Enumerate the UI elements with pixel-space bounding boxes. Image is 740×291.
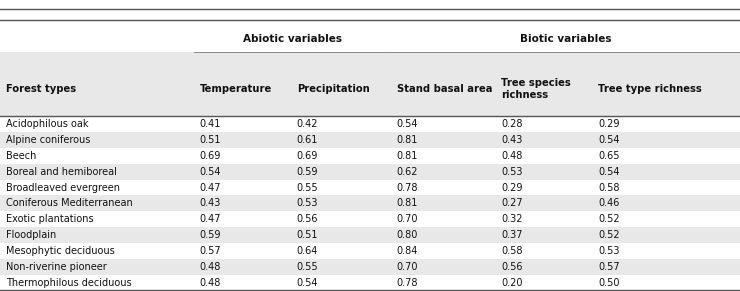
Text: 0.80: 0.80 xyxy=(397,230,418,240)
Text: 0.48: 0.48 xyxy=(200,278,221,288)
Text: 0.69: 0.69 xyxy=(200,151,221,161)
Text: 0.41: 0.41 xyxy=(200,119,221,129)
Bar xyxy=(0,132,740,148)
Text: Non-riverine pioneer: Non-riverine pioneer xyxy=(6,262,107,272)
Text: 0.58: 0.58 xyxy=(501,246,522,256)
Text: Beech: Beech xyxy=(6,151,36,161)
Text: 0.57: 0.57 xyxy=(598,262,619,272)
Text: 0.27: 0.27 xyxy=(501,198,522,208)
Text: 0.53: 0.53 xyxy=(598,246,619,256)
Text: 0.78: 0.78 xyxy=(397,278,418,288)
Text: 0.59: 0.59 xyxy=(200,230,221,240)
Text: 0.70: 0.70 xyxy=(397,214,418,224)
Text: Coniferous Mediterranean: Coniferous Mediterranean xyxy=(6,198,132,208)
Bar xyxy=(0,259,740,275)
Text: 0.61: 0.61 xyxy=(297,135,318,145)
Text: 0.43: 0.43 xyxy=(200,198,221,208)
Text: 0.58: 0.58 xyxy=(598,182,619,193)
Text: 0.47: 0.47 xyxy=(200,214,221,224)
Text: Precipitation: Precipitation xyxy=(297,84,369,94)
Text: 0.54: 0.54 xyxy=(200,167,221,177)
Text: Acidophilous oak: Acidophilous oak xyxy=(6,119,88,129)
Text: 0.57: 0.57 xyxy=(200,246,221,256)
Text: Floodplain: Floodplain xyxy=(6,230,56,240)
Text: 0.29: 0.29 xyxy=(598,119,619,129)
Text: Mesophytic deciduous: Mesophytic deciduous xyxy=(6,246,115,256)
Text: Abiotic variables: Abiotic variables xyxy=(243,34,342,44)
Text: Tree species
richness: Tree species richness xyxy=(501,78,571,100)
Text: 0.84: 0.84 xyxy=(397,246,418,256)
Text: Stand basal area: Stand basal area xyxy=(397,84,492,94)
Text: 0.54: 0.54 xyxy=(397,119,418,129)
Text: 0.59: 0.59 xyxy=(297,167,318,177)
Bar xyxy=(0,196,740,211)
Text: Exotic plantations: Exotic plantations xyxy=(6,214,93,224)
Text: 0.37: 0.37 xyxy=(501,230,522,240)
Text: 0.29: 0.29 xyxy=(501,182,522,193)
Text: 0.54: 0.54 xyxy=(598,135,619,145)
Text: 0.53: 0.53 xyxy=(501,167,522,177)
Text: 0.52: 0.52 xyxy=(598,214,619,224)
Bar xyxy=(0,227,740,243)
Text: Tree type richness: Tree type richness xyxy=(598,84,702,94)
Text: 0.53: 0.53 xyxy=(297,198,318,208)
Text: 0.81: 0.81 xyxy=(397,135,418,145)
Text: 0.54: 0.54 xyxy=(598,167,619,177)
Text: 0.48: 0.48 xyxy=(501,151,522,161)
Text: 0.55: 0.55 xyxy=(297,182,318,193)
Text: 0.56: 0.56 xyxy=(297,214,318,224)
Text: 0.20: 0.20 xyxy=(501,278,522,288)
Text: 0.32: 0.32 xyxy=(501,214,522,224)
Text: Thermophilous deciduous: Thermophilous deciduous xyxy=(6,278,132,288)
Text: 0.55: 0.55 xyxy=(297,262,318,272)
Text: 0.43: 0.43 xyxy=(501,135,522,145)
Text: 0.48: 0.48 xyxy=(200,262,221,272)
Text: 0.81: 0.81 xyxy=(397,198,418,208)
Text: Boreal and hemiboreal: Boreal and hemiboreal xyxy=(6,167,117,177)
Text: Broadleaved evergreen: Broadleaved evergreen xyxy=(6,182,120,193)
Text: Alpine coniferous: Alpine coniferous xyxy=(6,135,90,145)
Text: 0.69: 0.69 xyxy=(297,151,318,161)
Text: 0.54: 0.54 xyxy=(297,278,318,288)
Text: 0.51: 0.51 xyxy=(200,135,221,145)
Text: 0.62: 0.62 xyxy=(397,167,418,177)
Text: 0.52: 0.52 xyxy=(598,230,619,240)
Text: 0.78: 0.78 xyxy=(397,182,418,193)
Text: Forest types: Forest types xyxy=(6,84,76,94)
Text: 0.65: 0.65 xyxy=(598,151,619,161)
Bar xyxy=(0,164,740,180)
Text: Temperature: Temperature xyxy=(200,84,272,94)
Bar xyxy=(0,52,740,116)
Text: 0.50: 0.50 xyxy=(598,278,619,288)
Text: 0.56: 0.56 xyxy=(501,262,522,272)
Text: 0.46: 0.46 xyxy=(598,198,619,208)
Text: Biotic variables: Biotic variables xyxy=(519,34,611,44)
Text: 0.42: 0.42 xyxy=(297,119,318,129)
Text: 0.51: 0.51 xyxy=(297,230,318,240)
Text: 0.64: 0.64 xyxy=(297,246,318,256)
Text: 0.81: 0.81 xyxy=(397,151,418,161)
Text: 0.47: 0.47 xyxy=(200,182,221,193)
Text: 0.70: 0.70 xyxy=(397,262,418,272)
Text: 0.28: 0.28 xyxy=(501,119,522,129)
